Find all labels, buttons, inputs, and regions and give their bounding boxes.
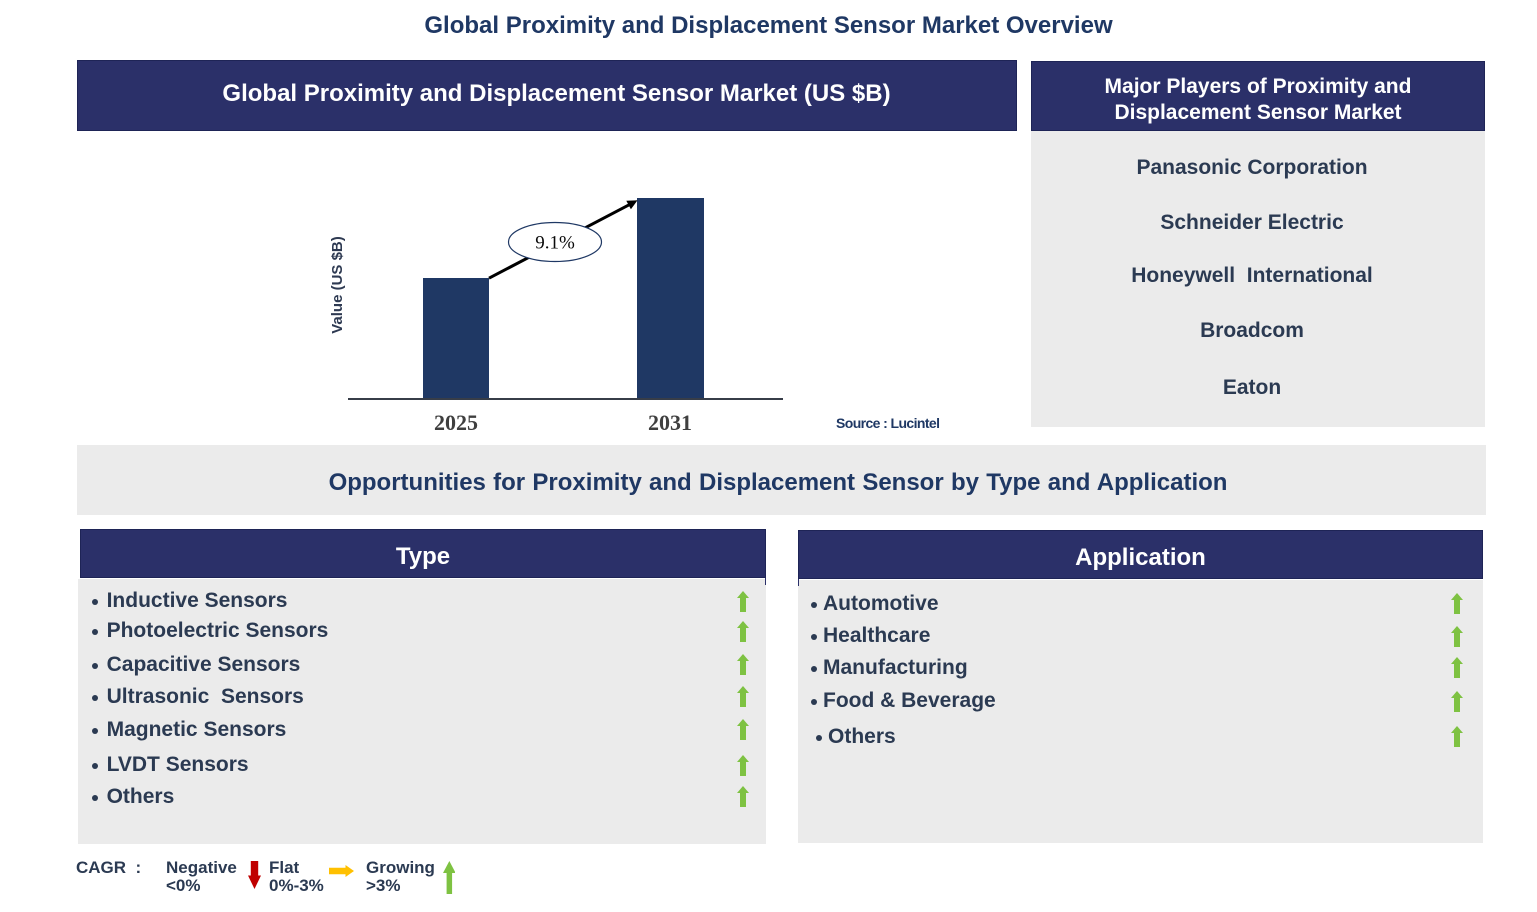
svg-text:9.1%: 9.1% [535,233,575,254]
